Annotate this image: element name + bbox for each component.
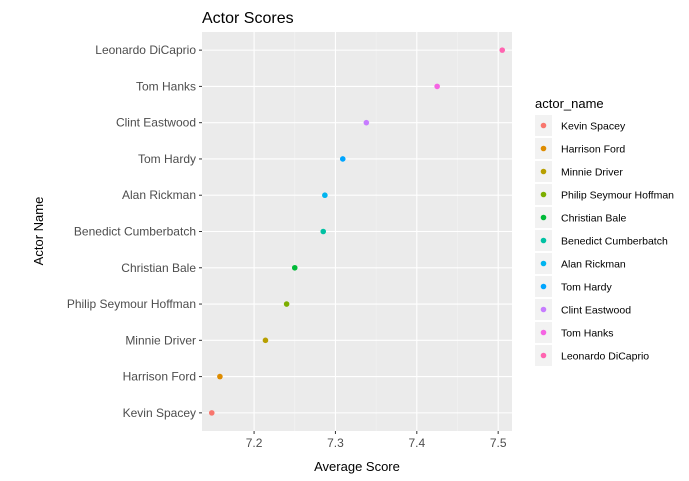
data-point bbox=[217, 373, 223, 380]
data-points bbox=[208, 47, 506, 416]
chart-title: Actor Scores bbox=[202, 10, 294, 27]
data-point bbox=[320, 228, 327, 235]
legend-swatch bbox=[540, 122, 547, 129]
legend: Kevin Spacey Harrison Ford Minnie Driver Ph… bbox=[535, 115, 674, 366]
legend-title: actor_name bbox=[535, 96, 604, 111]
y-tick-label: Kevin Spacey bbox=[123, 406, 196, 420]
data-point bbox=[363, 119, 370, 126]
data-point bbox=[291, 264, 298, 271]
x-tick-label: 7.4 bbox=[408, 436, 425, 450]
y-tick-label: Harrison Ford bbox=[123, 370, 196, 384]
legend-swatch bbox=[540, 191, 547, 198]
legend-swatch bbox=[540, 352, 547, 359]
legend-label: Tom Hanks bbox=[561, 328, 614, 340]
legend-swatch bbox=[540, 329, 547, 336]
y-tick-label: Christian Bale bbox=[121, 261, 196, 275]
legend-label: Christian Bale bbox=[561, 213, 627, 225]
y-tick-label: Alan Rickman bbox=[122, 188, 196, 202]
data-point bbox=[434, 83, 440, 90]
legend-swatch bbox=[540, 168, 547, 175]
y-tick-label: Tom Hardy bbox=[138, 152, 196, 166]
data-point bbox=[322, 192, 328, 199]
data-point bbox=[283, 301, 290, 307]
data-point bbox=[499, 47, 506, 53]
legend-label: Harrison Ford bbox=[561, 144, 625, 156]
legend-label: Benedict Cumberbatch bbox=[561, 236, 668, 248]
y-tick-label: Philip Seymour Hoffman bbox=[67, 297, 196, 311]
y-tick-label: Minnie Driver bbox=[125, 333, 196, 347]
legend-label: Tom Hardy bbox=[561, 282, 613, 294]
legend-label: Leonardo DiCaprio bbox=[561, 351, 649, 363]
legend-label: Alan Rickman bbox=[561, 259, 626, 271]
data-point bbox=[262, 337, 269, 344]
legend-swatch bbox=[540, 283, 547, 290]
x-tick-label: 7.3 bbox=[327, 436, 344, 450]
legend-label: Clint Eastwood bbox=[561, 305, 631, 317]
x-axis-ticks: 7.2 7.3 7.4 7.5 bbox=[246, 431, 507, 450]
legend-label: Minnie Driver bbox=[561, 167, 623, 179]
y-axis-title: Actor Name bbox=[31, 197, 46, 266]
legend-swatch bbox=[540, 237, 547, 244]
y-tick-label: Clint Eastwood bbox=[116, 116, 196, 130]
legend-swatch bbox=[540, 145, 547, 152]
y-tick-label: Leonardo DiCaprio bbox=[95, 43, 196, 57]
legend-swatch bbox=[540, 214, 547, 221]
y-axis-ticks: Kevin Spacey Harrison Ford Minnie Driver Ph… bbox=[67, 43, 202, 420]
legend-swatch bbox=[540, 260, 547, 267]
y-tick-label: Tom Hanks bbox=[136, 79, 196, 93]
x-axis-title: Average Score bbox=[314, 459, 400, 474]
legend-swatch bbox=[540, 306, 547, 313]
grid-lines bbox=[202, 32, 512, 431]
legend-label: Kevin Spacey bbox=[561, 121, 626, 133]
y-tick-label: Benedict Cumberbatch bbox=[74, 225, 196, 239]
data-point bbox=[339, 156, 346, 162]
x-tick-label: 7.2 bbox=[246, 436, 263, 450]
data-point bbox=[208, 410, 215, 416]
x-tick-label: 7.5 bbox=[490, 436, 507, 450]
legend-label: Philip Seymour Hoffman bbox=[561, 190, 674, 202]
